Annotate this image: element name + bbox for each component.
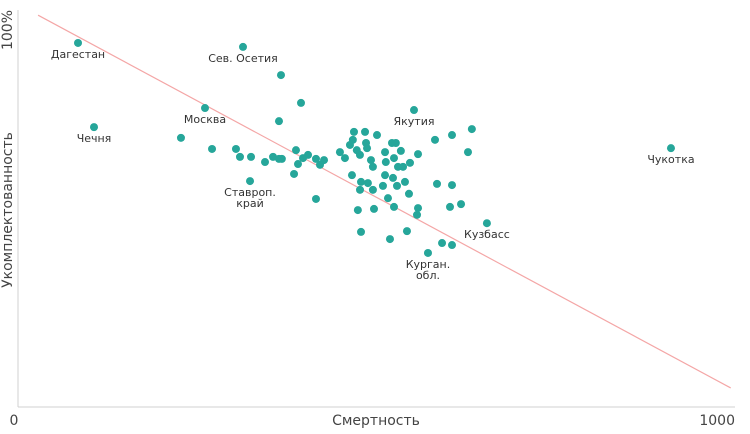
- point: [208, 144, 217, 153]
- point: [353, 206, 362, 215]
- point: [448, 241, 457, 250]
- point: [400, 177, 409, 186]
- point: [402, 227, 411, 236]
- point: [357, 177, 366, 186]
- point: [463, 148, 472, 157]
- point-label: Сев. Осетия: [208, 52, 278, 65]
- y-tick-label: 100%: [0, 10, 16, 50]
- point: [378, 181, 387, 190]
- trend-line: [37, 14, 731, 389]
- point: [74, 38, 83, 47]
- point: [247, 152, 256, 161]
- point: [311, 154, 320, 163]
- point-label: Москва: [184, 113, 226, 126]
- x-axis-title: Смертность: [332, 413, 420, 429]
- point: [666, 144, 675, 153]
- point-label: Чечня: [77, 132, 112, 145]
- point: [368, 162, 377, 171]
- x-tick-label: 1000: [699, 413, 735, 429]
- point-label: Кузбасс: [464, 228, 510, 241]
- point: [335, 148, 344, 157]
- point: [176, 133, 185, 142]
- point: [274, 117, 283, 126]
- point: [363, 144, 372, 153]
- point: [393, 181, 402, 190]
- point: [448, 131, 457, 140]
- point: [373, 131, 382, 140]
- point: [356, 185, 365, 194]
- point: [304, 150, 313, 159]
- point: [261, 158, 270, 167]
- point: [404, 189, 413, 198]
- x-tick-label: 0: [10, 413, 19, 429]
- point: [347, 171, 356, 180]
- point: [363, 179, 372, 188]
- point: [349, 127, 358, 136]
- point: [381, 171, 390, 180]
- point: [389, 202, 398, 211]
- point: [383, 194, 392, 203]
- point: [277, 154, 286, 163]
- point: [445, 202, 454, 211]
- point: [405, 158, 414, 167]
- point: [388, 173, 397, 182]
- point: [296, 98, 305, 107]
- point: [90, 123, 99, 132]
- point: [276, 71, 285, 80]
- point: [291, 146, 300, 155]
- point: [399, 162, 408, 171]
- point: [396, 146, 405, 155]
- point: [348, 135, 357, 144]
- point: [389, 154, 398, 163]
- point: [409, 106, 418, 115]
- point-label: Якутия: [394, 115, 435, 128]
- point: [361, 127, 370, 136]
- point-label: Дагестан: [51, 48, 105, 61]
- point: [414, 204, 423, 213]
- point: [231, 144, 240, 153]
- point: [357, 227, 366, 236]
- point: [366, 156, 375, 165]
- point: [381, 158, 390, 167]
- point: [381, 148, 390, 157]
- point: [448, 181, 457, 190]
- point: [368, 185, 377, 194]
- point: [423, 248, 432, 257]
- point: [200, 104, 209, 113]
- point: [290, 169, 299, 178]
- point: [238, 42, 247, 51]
- point-label: Курган.: [406, 258, 451, 271]
- point: [293, 160, 302, 169]
- point: [414, 150, 423, 159]
- point: [340, 154, 349, 163]
- point: [235, 152, 244, 161]
- point: [467, 125, 476, 134]
- point: [433, 179, 442, 188]
- point: [311, 194, 320, 203]
- point: [438, 239, 447, 248]
- point-label: край: [236, 197, 264, 210]
- point: [482, 219, 491, 228]
- point: [391, 138, 400, 147]
- point-label: обл.: [416, 269, 440, 282]
- point: [385, 235, 394, 244]
- point: [355, 150, 364, 159]
- point: [246, 177, 255, 186]
- point: [369, 204, 378, 213]
- point: [320, 156, 329, 165]
- point: [413, 210, 422, 219]
- point: [457, 200, 466, 209]
- point-label: Чукотка: [647, 153, 694, 166]
- point-label: Ставроп.: [224, 186, 276, 199]
- point: [431, 135, 440, 144]
- y-axis-title: Укомплектованность: [0, 132, 16, 288]
